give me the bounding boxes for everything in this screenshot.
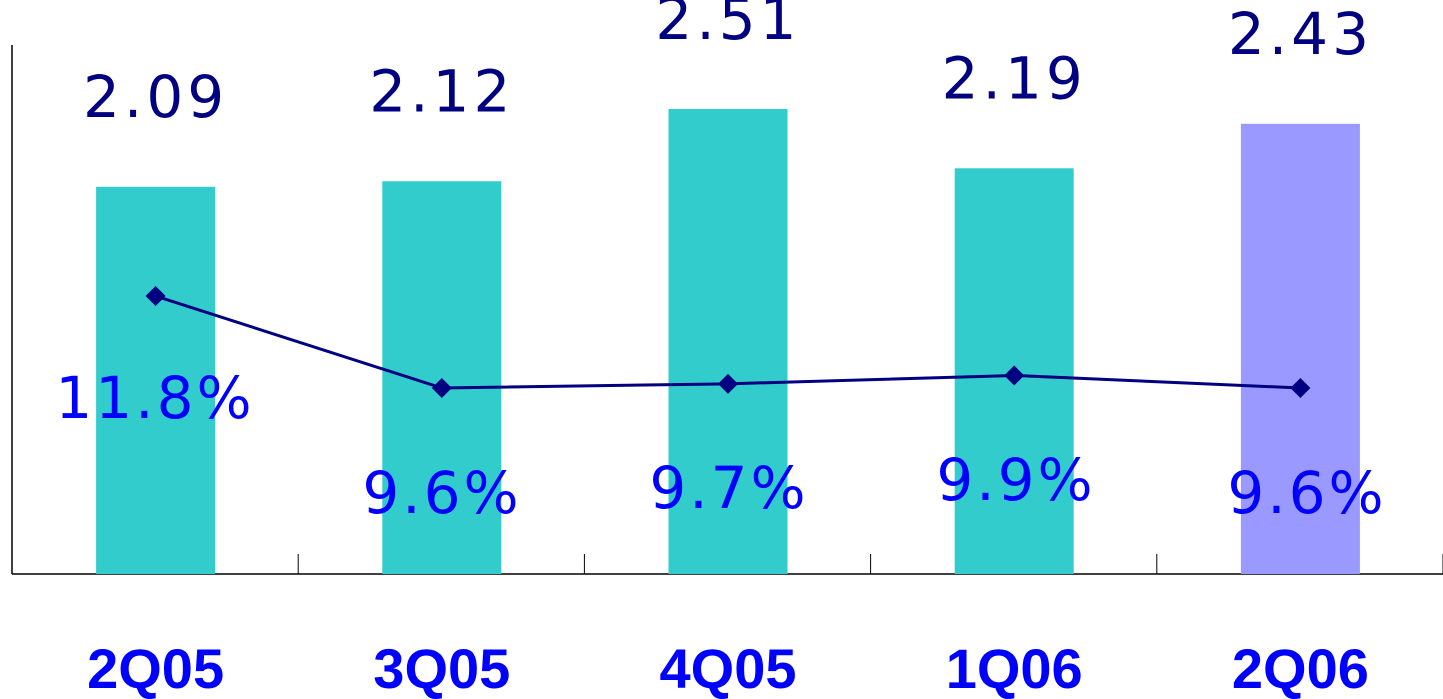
bar-value-label: 2.09 xyxy=(83,63,228,131)
line-marker-2q05 xyxy=(145,286,166,307)
bar-value-label: 2.12 xyxy=(369,57,514,125)
line-value-label: 9.7% xyxy=(649,454,808,522)
line-series xyxy=(145,286,1311,398)
line-marker-2q06 xyxy=(1290,378,1311,398)
bar-value-label: 2.43 xyxy=(1228,0,1373,68)
line-value-label: 9.9% xyxy=(936,446,1095,514)
line-marker-3q05 xyxy=(431,378,452,398)
bar-3q05 xyxy=(382,181,502,575)
category-label: 3Q05 xyxy=(373,637,510,699)
line-marker-1q06 xyxy=(1004,365,1025,386)
line-marker-4q05 xyxy=(718,373,738,394)
category-label: 2Q05 xyxy=(87,637,224,699)
bar-value-label: 2.51 xyxy=(655,0,800,53)
line-value-label: 9.6% xyxy=(362,459,521,527)
category-labels: 2Q05 3Q05 4Q05 1Q06 2Q06 xyxy=(87,637,1369,699)
bar-2q06 xyxy=(1240,123,1360,575)
line-value-labels: 11.8% 9.6% 9.7% 9.9% 9.6% xyxy=(55,364,1386,527)
category-label: 1Q06 xyxy=(946,637,1083,699)
bar-value-label: 2.19 xyxy=(942,44,1087,112)
bar-2q05 xyxy=(96,186,216,574)
category-label: 2Q06 xyxy=(1232,637,1369,699)
category-label: 4Q05 xyxy=(660,637,797,699)
line-value-label: 11.8% xyxy=(55,364,254,432)
bar-value-labels: 2.09 2.12 2.51 2.19 2.43 xyxy=(83,0,1373,131)
line-value-label: 9.6% xyxy=(1227,459,1386,527)
bar-4q05 xyxy=(668,109,788,574)
